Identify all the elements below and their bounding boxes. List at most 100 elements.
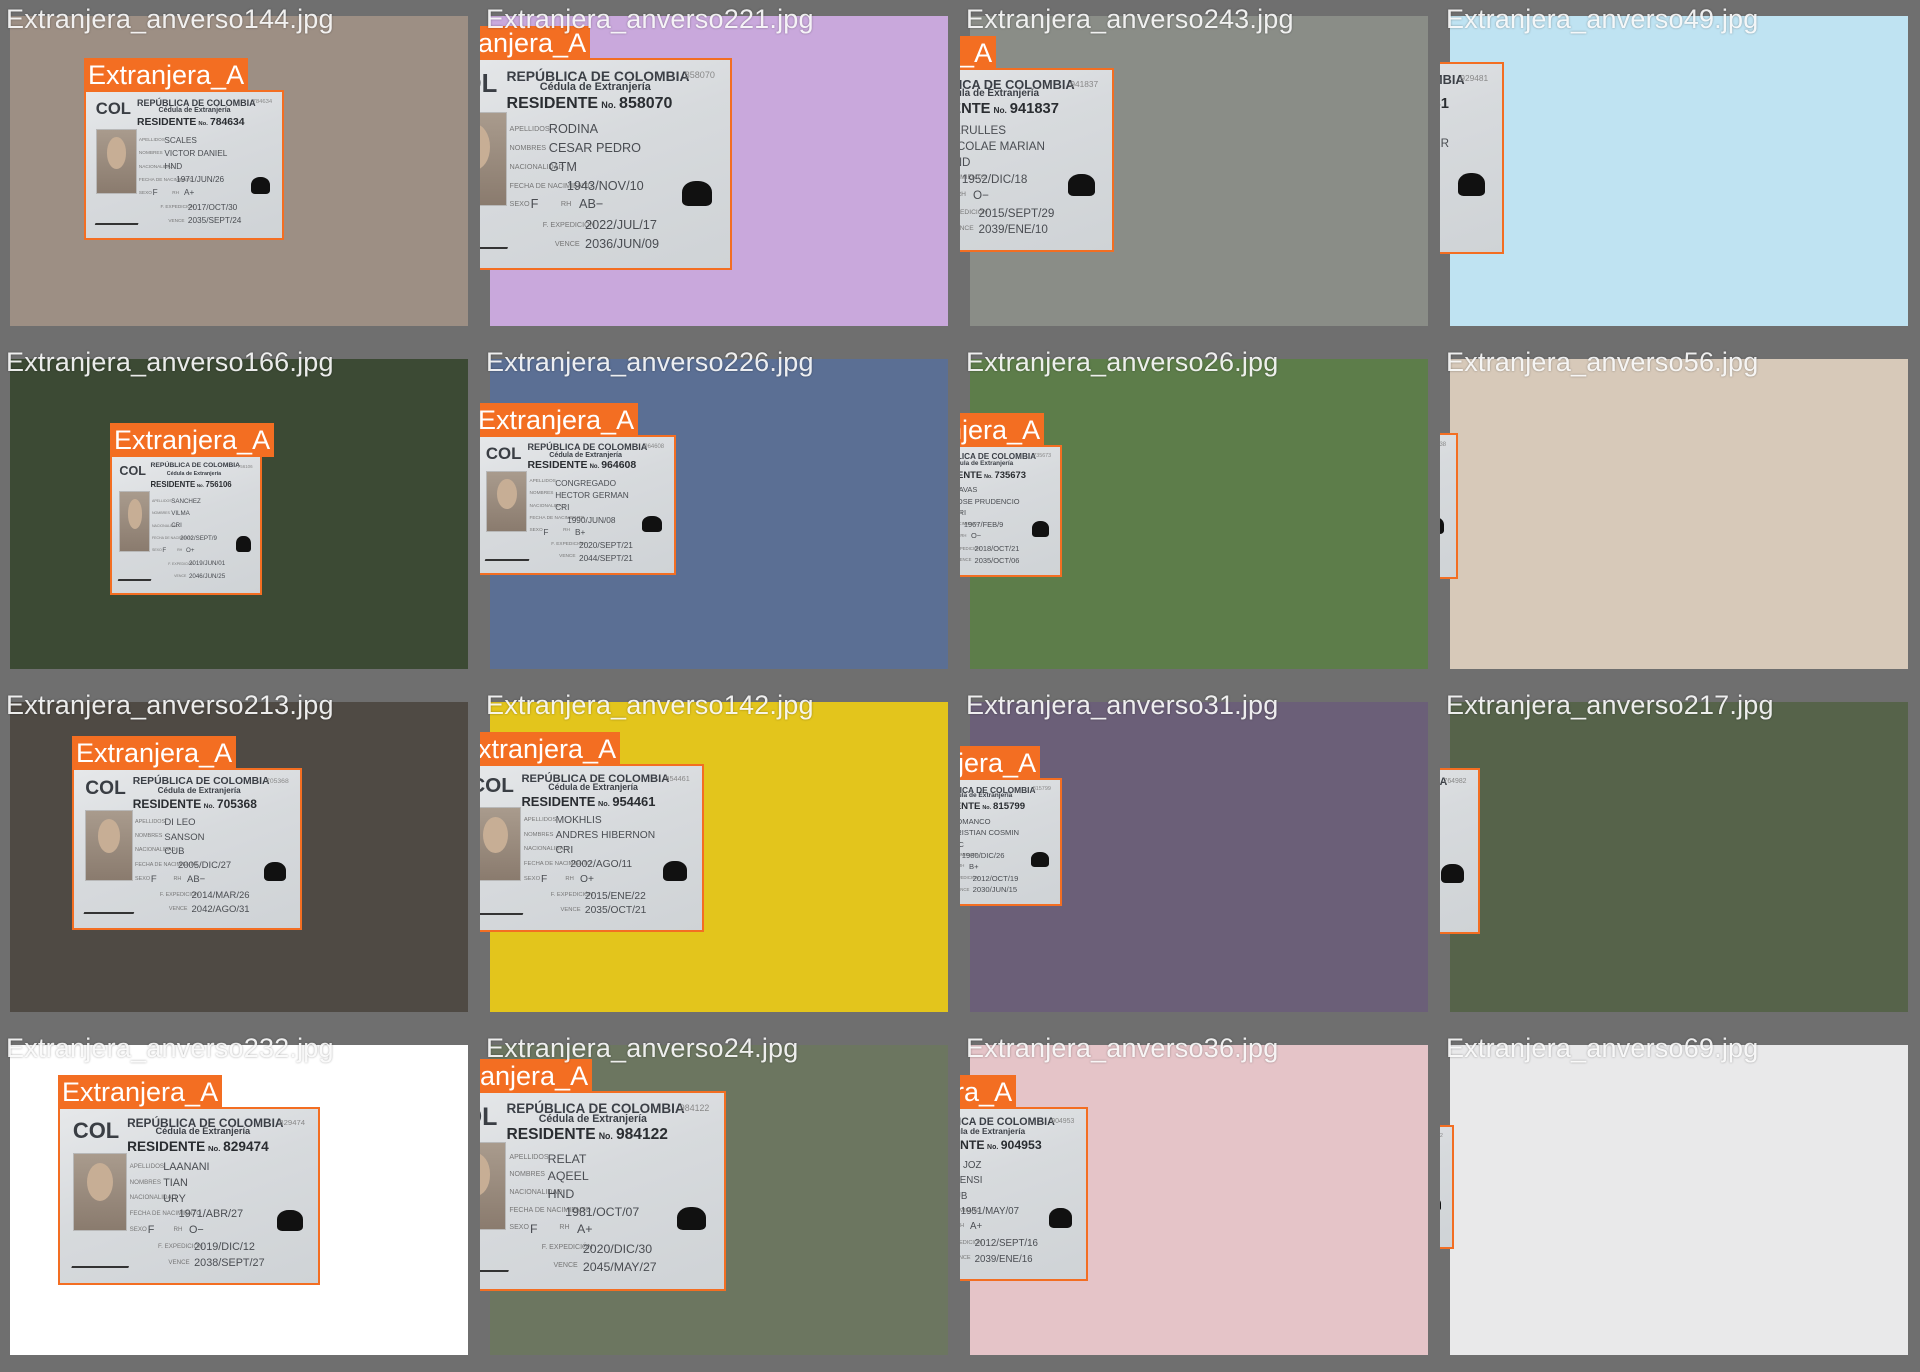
card-subtitle: Cédula de Extranjería xyxy=(157,785,241,795)
image-tile[interactable]: Extranjera_anverso213.jpg Extranjera_A C… xyxy=(0,686,480,1029)
detection-box[interactable]: Extranjera_A COL REPÚBLICA DE COLOMBIA C… xyxy=(480,403,676,575)
card-subtitle: Cédula de Extranjería xyxy=(548,782,638,793)
card-nombres: HECTOR GERMAN xyxy=(555,490,629,501)
detection-box[interactable]: Extranjera_A COL REPÚBLICA DE COLOMBIA C… xyxy=(84,58,284,240)
detection-box[interactable]: Extranjera_A COL REPÚBLICA DE COLOMBIA C… xyxy=(960,413,1062,577)
detection-box[interactable]: Extranjera_A COL REPÚBLICA DE COLOMBIA C… xyxy=(480,732,704,932)
card-nombres: AQEEL xyxy=(547,1169,589,1184)
detection-box[interactable]: Extranjera_A COL REPÚBLICA DE COLOMBIA C… xyxy=(960,36,1114,252)
card-nacionalidad: HND xyxy=(164,162,183,172)
card-rh: O− xyxy=(189,1223,204,1236)
image-tile[interactable]: Extranjera_anverso31.jpg Extranjera_A CO… xyxy=(960,686,1440,1029)
card-expedicion: 2020/SEPT/21 xyxy=(578,540,633,551)
tile-photo xyxy=(1450,16,1908,326)
signature-mark xyxy=(71,1258,132,1268)
card-expedicion: 2015/ENE/22 xyxy=(584,890,646,902)
card-sexo: F xyxy=(529,1222,538,1237)
card-photo xyxy=(95,128,137,195)
image-tile[interactable]: Extranjera_anverso36.jpg Extranjera_A CO… xyxy=(960,1029,1440,1372)
card-residente: RESIDENTE No. 705368 xyxy=(132,796,257,811)
id-card: COL REPÚBLICA DE COLOMBIA Cédula de Extr… xyxy=(1440,435,1456,577)
tile-filename: Extranjera_anverso69.jpg xyxy=(1446,1033,1759,1063)
image-tile[interactable]: Extranjera_anverso221.jpg Extranjera_A C… xyxy=(480,0,960,343)
card-rh: B+ xyxy=(969,861,979,871)
detection-box[interactable]: Extranjera_A COL REPÚBLICA DE COLOMBIA C… xyxy=(960,746,1062,906)
image-tile[interactable]: Extranjera_anverso56.jpg Extranjera_A CO… xyxy=(1440,343,1920,686)
fingerprint-mark xyxy=(1457,173,1486,196)
card-vence: 2044/SEPT/21 xyxy=(578,552,633,563)
fingerprint-mark xyxy=(676,1206,707,1231)
card-sexo: F xyxy=(147,1223,155,1236)
detection-box[interactable]: Extranjera_A COL REPÚBLICA DE COLOMBIA C… xyxy=(58,1075,320,1285)
id-card: COL REPÚBLICA DE COLOMBIA Cédula de Extr… xyxy=(60,1109,318,1283)
card-apellidos: PERULLES xyxy=(960,124,1007,137)
card-sexo: F xyxy=(530,197,539,212)
card-nacionalidad: NIC xyxy=(960,839,964,849)
id-card: COL REPÚBLICA DE COLOMBIA Cédula de Extr… xyxy=(1440,1127,1452,1247)
fingerprint-mark xyxy=(642,515,663,533)
card-birthdate: 1981/OCT/07 xyxy=(565,1204,640,1219)
card-rh: O+ xyxy=(186,546,195,554)
card-vence: 2046/JUN/25 xyxy=(188,572,226,580)
card-country-code: COL xyxy=(480,1102,498,1131)
tile-filename: Extranjera_anverso36.jpg xyxy=(966,1033,1279,1063)
card-birthdate: 1971/JUN/26 xyxy=(176,175,225,185)
image-tile[interactable]: Extranjera_anverso142.jpg Extranjera_A C… xyxy=(480,686,960,1029)
card-apellidos: RODINA xyxy=(548,122,599,137)
detection-box[interactable]: Extranjera_A COL REPÚBLICA DE COLOMBIA C… xyxy=(72,736,302,930)
card-apellidos: LAANANI xyxy=(163,1161,210,1174)
id-card: COL REPÚBLICA DE COLOMBIA Cédula de Extr… xyxy=(112,457,260,593)
tile-photo xyxy=(1450,359,1908,669)
detection-box[interactable]: Extranjera_A COL REPÚBLICA DE COLOMBIA C… xyxy=(110,423,275,595)
card-nombres: TIAN xyxy=(163,1176,188,1189)
card-sexo: F xyxy=(162,546,167,554)
id-card: COL REPÚBLICA DE COLOMBIA Cédula de Extr… xyxy=(480,60,730,268)
image-tile[interactable]: Extranjera_anverso166.jpg Extranjera_A C… xyxy=(0,343,480,686)
image-tile[interactable]: Extranjera_anverso24.jpg Extranjera_A CO… xyxy=(480,1029,960,1372)
image-tile[interactable]: Extranjera_anverso69.jpg Extranjera_A CO… xyxy=(1440,1029,1920,1372)
card-vence: 2035/OCT/21 xyxy=(584,905,647,917)
detection-box[interactable]: Extranjera_A COL REPÚBLICA DE COLOMBIA C… xyxy=(960,1075,1088,1281)
card-title: REPÚBLICA DE COLOMBIA xyxy=(1440,776,1448,789)
image-tile[interactable]: Extranjera_anverso243.jpg Extranjera_A C… xyxy=(960,0,1440,343)
card-nacionalidad: CRI xyxy=(960,508,967,518)
detection-box[interactable]: Extranjera_A COL REPÚBLICA DE COLOMBIA C… xyxy=(1440,62,1504,254)
id-card: COL REPÚBLICA DE COLOMBIA Cédula de Extr… xyxy=(1440,770,1478,932)
card-apellidos: RELAT xyxy=(547,1151,587,1166)
detection-box[interactable]: Extranjera_A COL REPÚBLICA DE COLOMBIA C… xyxy=(480,26,732,270)
card-birthdate: 1952/DIC/18 xyxy=(961,172,1028,186)
image-tile[interactable]: Extranjera_anverso144.jpg Extranjera_A C… xyxy=(0,0,480,343)
card-seal-number: 829474 xyxy=(279,1117,306,1127)
image-tile[interactable]: Extranjera_anverso49.jpg Extranjera_A CO… xyxy=(1440,0,1920,343)
detection-box[interactable]: Extranjera_A COL REPÚBLICA DE COLOMBIA C… xyxy=(1440,1125,1454,1249)
image-tile[interactable]: Extranjera_anverso217.jpg Extranjera_A C… xyxy=(1440,686,1920,1029)
image-tile[interactable]: Extranjera_anverso26.jpg Extranjera_A CO… xyxy=(960,343,1440,686)
card-apellidos: SANCHEZ xyxy=(171,497,201,505)
card-seal-number: 984122 xyxy=(679,1102,710,1113)
detection-box[interactable]: Extranjera_A COL REPÚBLICA DE COLOMBIA C… xyxy=(1440,433,1458,579)
tile-filename: Extranjera_anverso24.jpg xyxy=(486,1033,799,1063)
detection-label: Extranjera_A xyxy=(480,26,591,60)
detection-box[interactable]: Extranjera_A COL REPÚBLICA DE COLOMBIA C… xyxy=(1440,768,1480,934)
image-tile[interactable]: Extranjera_anverso226.jpg Extranjera_A C… xyxy=(480,343,960,686)
detection-box[interactable]: Extranjera_A COL REPÚBLICA DE COLOMBIA C… xyxy=(480,1059,726,1291)
image-tile[interactable]: Extranjera_anverso232.jpg Extranjera_A C… xyxy=(0,1029,480,1372)
fingerprint-mark xyxy=(1440,517,1445,535)
card-rh: AB− xyxy=(187,874,206,886)
card-title: REPÚBLICA DE COLOMBIA xyxy=(960,77,1075,93)
card-title: REPÚBLICA DE COLOMBIA xyxy=(1440,71,1465,87)
card-birthdate: 1990/JUN/08 xyxy=(567,514,616,525)
card-country-code: COL xyxy=(95,99,131,119)
signature-mark xyxy=(118,573,154,581)
id-card: COL REPÚBLICA DE COLOMBIA Cédula de Extr… xyxy=(960,1109,1086,1279)
card-nombres: VILMA xyxy=(171,510,190,518)
card-country-code: COL xyxy=(480,774,514,798)
fingerprint-mark xyxy=(276,1209,303,1231)
card-nombres: ASENSI xyxy=(960,1175,983,1187)
tile-filename: Extranjera_anverso226.jpg xyxy=(486,347,814,377)
card-seal-number: 964608 xyxy=(644,443,665,450)
tile-filename: Extranjera_anverso31.jpg xyxy=(966,690,1279,720)
card-rh: B+ xyxy=(575,526,586,537)
